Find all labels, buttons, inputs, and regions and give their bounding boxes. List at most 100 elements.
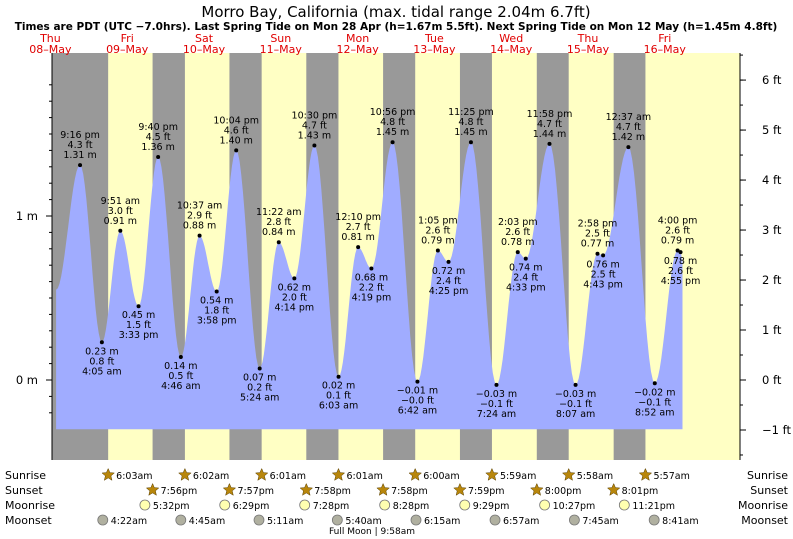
day-weekday: Sat xyxy=(195,32,214,45)
tide-label: 1.43 m xyxy=(298,130,331,141)
day-date: 11–May xyxy=(260,43,303,56)
tide-label: 9:40 pm xyxy=(138,122,178,133)
tide-label: 3:58 pm xyxy=(197,315,237,326)
tide-point xyxy=(515,250,520,255)
tide-label: 4.3 ft xyxy=(68,140,93,151)
astro-time: 6:02am xyxy=(193,471,229,482)
tide-label: 0.07 m xyxy=(243,373,276,384)
moon-icon xyxy=(489,514,501,526)
tide-label: 4:46 am xyxy=(161,381,200,392)
tide-point xyxy=(369,266,374,271)
tide-label: 11:58 pm xyxy=(527,109,573,120)
chart-subtitle: Times are PDT (UTC −7.0hrs). Last Spring… xyxy=(15,21,778,33)
tide-label: 2.7 ft xyxy=(346,222,371,233)
tide-label: 3:33 pm xyxy=(119,330,159,341)
tide-label: 2.0 ft xyxy=(282,292,307,303)
tide-label: 4:14 pm xyxy=(275,302,315,313)
right-tick-label: 1 ft xyxy=(762,323,782,337)
moon-icon xyxy=(299,499,311,511)
tide-label: 10:56 pm xyxy=(370,107,416,118)
tide-point xyxy=(78,163,83,168)
tide-point xyxy=(601,253,606,258)
day-weekday: Mon xyxy=(346,32,369,45)
tide-label: 6:42 am xyxy=(398,406,437,417)
row-label-sunset-left: Sunset xyxy=(5,484,43,497)
astro-time: 5:58am xyxy=(577,471,613,482)
tide-point xyxy=(573,382,578,387)
sun-icon xyxy=(638,467,653,481)
tide-point xyxy=(197,233,202,238)
tide-labels: 9:16 pm4.3 ft1.31 m 0.23 m0.8 ft4:05 am 9:… xyxy=(60,107,700,420)
row-label-sunrise-left: Sunrise xyxy=(5,469,46,482)
tide-label: 2.8 ft xyxy=(266,217,291,228)
moon-icon xyxy=(379,499,391,511)
day-weekday: Sun xyxy=(270,32,291,45)
astro-time: 7:56pm xyxy=(161,486,198,497)
tide-label: 0.81 m xyxy=(341,232,374,243)
sun-icon xyxy=(222,482,237,496)
tide-label: −0.1 ft xyxy=(638,397,671,408)
tide-label: 0.78 m xyxy=(664,256,697,267)
tide-label: 1.31 m xyxy=(63,150,96,161)
tide-label: 11:25 pm xyxy=(448,107,494,118)
moon-icon xyxy=(331,514,343,526)
tide-label: 8:52 am xyxy=(635,407,674,418)
tide-label: 0.23 m xyxy=(85,346,118,357)
tide-point xyxy=(547,141,552,146)
right-tick-label: 5 ft xyxy=(762,123,782,137)
moon-icon xyxy=(648,514,660,526)
tide-label: 11:22 am xyxy=(256,207,301,218)
tide-label: 2.9 ft xyxy=(187,211,212,222)
tide-point xyxy=(178,355,183,360)
tide-label: 4:33 pm xyxy=(506,283,546,294)
day-weekday: Fri xyxy=(658,32,671,45)
tide-label: 0.72 m xyxy=(432,266,465,277)
tide-label: 9:16 pm xyxy=(60,130,100,141)
sun-icon xyxy=(408,467,423,481)
tide-label: 3.0 ft xyxy=(108,206,133,217)
tide-label: 7:24 am xyxy=(477,409,516,420)
tide-area xyxy=(56,142,683,430)
tide-point xyxy=(276,240,281,245)
tide-point xyxy=(214,289,219,294)
tide-label: 0.1 ft xyxy=(326,391,351,402)
tide-label: 0.5 ft xyxy=(168,371,193,382)
tide-label: −0.0 ft xyxy=(401,396,434,407)
sun-icon xyxy=(453,482,467,496)
moon-icon xyxy=(569,514,580,526)
astro-time: 8:01pm xyxy=(622,486,659,497)
right-tick-label: 2 ft xyxy=(762,273,782,287)
astro-time: 8:28pm xyxy=(393,501,430,512)
tide-label: 1.45 m xyxy=(454,127,487,138)
tide-label: 0.74 m xyxy=(509,263,542,274)
astro-time: 5:32pm xyxy=(153,501,190,512)
tide-label: 2.5 ft xyxy=(585,229,610,240)
tide-point xyxy=(435,248,440,253)
moon-icon xyxy=(539,499,551,511)
row-label-moonset-left: Moonset xyxy=(5,514,52,527)
tide-label: 2.4 ft xyxy=(436,276,461,287)
tide-label: 1.5 ft xyxy=(126,320,151,331)
tide-label: 6:03 am xyxy=(319,401,358,412)
tide-label: 4:05 am xyxy=(82,366,121,377)
tide-label: 1.42 m xyxy=(612,132,645,143)
astro-time: 6:03am xyxy=(116,471,152,482)
tide-label: −0.1 ft xyxy=(559,399,592,410)
tide-label: 1.45 m xyxy=(376,127,409,138)
row-label-sunrise-right: Sunrise xyxy=(747,469,788,482)
tide-label: 0.2 ft xyxy=(247,383,272,394)
chart-header: Morro Bay, California (max. tidal range … xyxy=(15,3,778,33)
day-date: 10–May xyxy=(183,43,226,56)
day-weekday: Tue xyxy=(424,32,444,45)
tide-label: 1.8 ft xyxy=(204,305,229,316)
tide-label: 10:04 pm xyxy=(213,115,259,126)
right-tick-label: 4 ft xyxy=(762,173,782,187)
moon-icon xyxy=(410,514,422,526)
tide-label: 10:30 pm xyxy=(292,110,338,121)
tide-label: 0.77 m xyxy=(581,239,614,250)
tide-label: 4:25 pm xyxy=(429,286,469,297)
tide-label: 12:37 am xyxy=(606,112,651,123)
astro-time: 6:01am xyxy=(270,471,306,482)
sun-icon xyxy=(529,482,544,496)
sun-icon xyxy=(606,482,621,496)
